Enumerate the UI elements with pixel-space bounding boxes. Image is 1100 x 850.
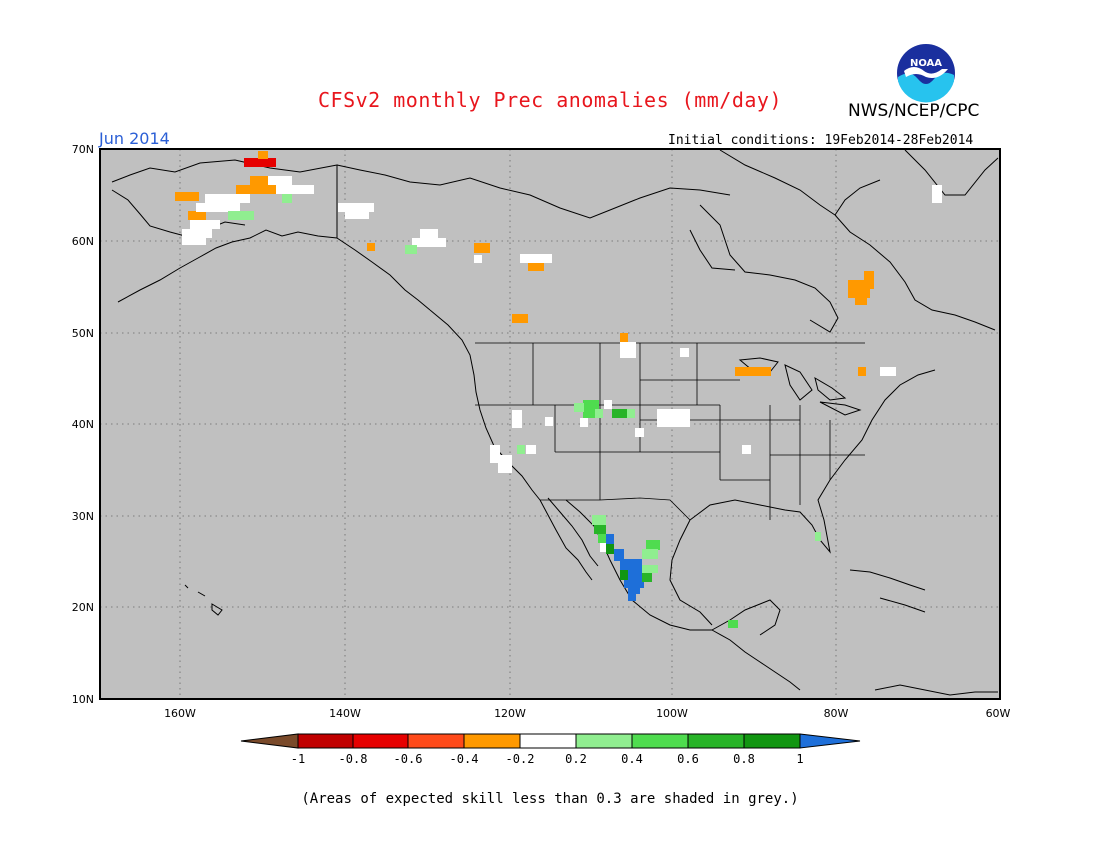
colorbar-segment [519, 733, 577, 749]
lon-label: 80W [824, 707, 849, 720]
lat-label: 50N [72, 327, 94, 340]
colorbar-right-arrow [799, 733, 861, 749]
coastlines [111, 149, 999, 696]
colorbar-segment [352, 733, 409, 749]
map-title: CFSv2 monthly Prec anomalies (mm/day) [317, 88, 783, 112]
skill-footnote: (Areas of expected skill less than 0.3 a… [301, 791, 799, 807]
colorbar-labels: -1 -0.8 -0.6 -0.4 -0.2 0.2 0.4 0.6 0.8 1 [291, 752, 804, 766]
anomaly-cells [175, 151, 942, 628]
logo-text: NOAA [910, 58, 942, 69]
lon-label: 100W [656, 707, 688, 720]
agency-label: NWS/NCEP/CPC [848, 101, 980, 121]
lat-label: 20N [72, 601, 94, 614]
lon-label: 140W [329, 707, 361, 720]
initial-conditions-label: Initial conditions: 19Feb2014-28Feb2014 [668, 133, 974, 148]
noaa-logo: NOAA [895, 42, 957, 104]
lat-label: 30N [72, 510, 94, 523]
colorbar-segment [743, 733, 801, 749]
colorbar-label: 0.2 [565, 752, 587, 766]
colorbar [240, 733, 861, 749]
colorbar-label: -0.6 [394, 752, 423, 766]
lat-label: 40N [72, 418, 94, 431]
colorbar-label: -1 [291, 752, 305, 766]
colorbar-segment [687, 733, 745, 749]
colorbar-segment [407, 733, 465, 749]
lon-label: 160W [164, 707, 196, 720]
colorbar-segment [463, 733, 521, 749]
colorbar-label: 0.8 [733, 752, 755, 766]
lon-label: 120W [494, 707, 526, 720]
map-frame [99, 148, 1001, 700]
lat-label: 10N [72, 693, 94, 706]
lat-label: 70N [72, 143, 94, 156]
colorbar-segment [631, 733, 689, 749]
colorbar-left-arrow [240, 733, 299, 749]
latitude-labels: 70N 60N 50N 40N 30N 20N 10N [72, 143, 94, 706]
colorbar-segment [575, 733, 633, 749]
lon-label: 60W [986, 707, 1011, 720]
longitude-labels: 160W 140W 120W 100W 80W 60W [164, 707, 1010, 720]
colorbar-label: 1 [796, 752, 803, 766]
colorbar-label: 0.6 [677, 752, 699, 766]
colorbar-label: -0.8 [339, 752, 368, 766]
colorbar-label: 0.4 [621, 752, 643, 766]
colorbar-label: -0.2 [506, 752, 535, 766]
lat-label: 60N [72, 235, 94, 248]
colorbar-segment [297, 733, 354, 749]
valid-month-label: Jun 2014 [99, 129, 170, 148]
colorbar-label: -0.4 [450, 752, 479, 766]
